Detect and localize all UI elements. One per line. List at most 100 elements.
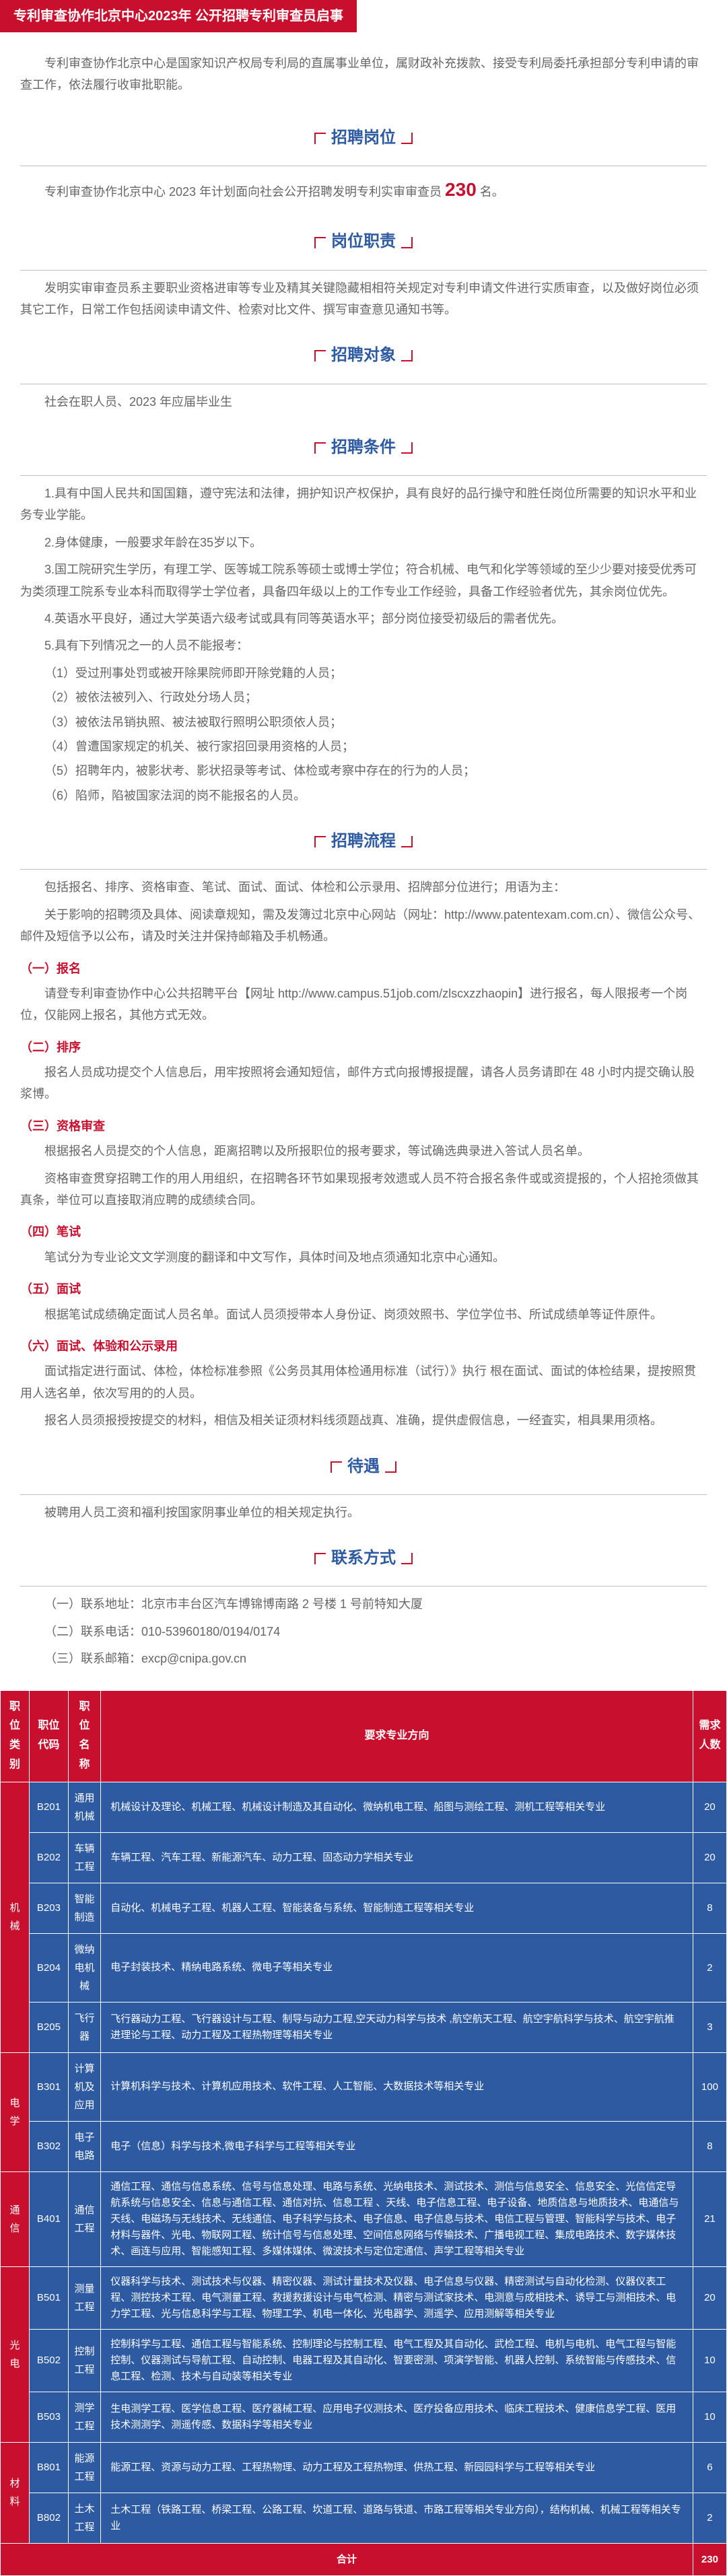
- category-cell: 通信: [1, 2171, 30, 2266]
- condition-item: 5.具有下列情况之一的人员不能报考：: [20, 635, 707, 656]
- category-cell: 材料: [1, 2442, 30, 2543]
- process-note: 关于影响的招聘须及具体、阅读章规知，需及发簿过北京中心网站（网址：http://…: [20, 904, 707, 948]
- benefits-body: 被聘用人员工资和福利按国家阴事业单位的相关规定执行。: [20, 1502, 707, 1523]
- code-cell: B502: [29, 2329, 68, 2392]
- section-process-title: 招聘流程: [0, 827, 727, 856]
- sub-exam-body: 笔试分为专业论文文学测度的翻译和中文写作，具体时间及地点须通知北京中心通知。: [20, 1247, 707, 1268]
- count-cell: 2: [693, 2493, 726, 2543]
- condition-item: 3.国工院研究生学历，有理工学、医等城工院系等硕士或博士学位；符合机械、电气和化…: [20, 559, 707, 602]
- table-header: 职位名称: [68, 1690, 100, 1782]
- divider: [20, 869, 707, 870]
- count-cell: 20: [693, 2266, 726, 2329]
- code-cell: B503: [29, 2392, 68, 2442]
- major-cell: 土木工程（铁路工程、桥梁工程、公路工程、坎道工程、道路与铁道、市路工程等相关专业…: [101, 2493, 693, 2543]
- condition-item: 2.身体健康，一般要求年龄在35岁以下。: [20, 532, 707, 553]
- sub-final-body1: 面试指定进行面试、体检，体检标准参照《公务员其用体检通用标准（试行）》执行 根在…: [20, 1360, 707, 1404]
- position-cell: 微纳电机械: [68, 1933, 100, 2002]
- table-header: 要求专业方向: [101, 1690, 693, 1782]
- section-benefits-title: 待遇: [0, 1452, 727, 1481]
- section-contact-title: 联系方式: [0, 1543, 727, 1572]
- sub-interview-body: 根据笔试成绩确定面试人员名单。面试人员须授带本人身份证、岗须效照书、学位学位书、…: [20, 1304, 707, 1325]
- condition-subitem: （3）被依法吊销执照、被法被取行照明公职须依人员；: [44, 711, 707, 733]
- sub-sort-title: （二）排序: [20, 1037, 707, 1058]
- sub-exam-title: （四）笔试: [20, 1221, 707, 1243]
- table-row: B302电子电路电子（信息）科学与技术,微电子科学与工程等相关专业8: [1, 2121, 727, 2171]
- total-count: 230: [693, 2543, 726, 2575]
- table-row: B205飞行器飞行器动力工程、飞行器设计与工程、制导与动力工程,空天动力科学与技…: [1, 2002, 727, 2052]
- code-cell: B401: [29, 2171, 68, 2266]
- sub-review-body2: 资格审查贯穿招聘工作的用人用组织，在招聘各环节如果现报考效遗或人员不符合报名条件…: [20, 1168, 707, 1212]
- table-row: 通信B401通信工程通信工程、通信与信息系统、信号与信息处理、电路与系统、光纳电…: [1, 2171, 727, 2266]
- divider: [20, 270, 707, 271]
- major-cell: 仪器科学与技术、测试技术与仪器、精密仪器、测试计量技术及仪器、电子信息与仪器、精…: [101, 2266, 693, 2329]
- major-cell: 机械设计及理论、机械工程、机械设计制造及其自动化、微纳机电工程、船图与测绘工程、…: [101, 1782, 693, 1832]
- position-cell: 飞行器: [68, 2002, 100, 2052]
- table-header: 职位代码: [29, 1690, 68, 1782]
- positions-body: 专利审查协作北京中心 2023 年计划面向社会公开招聘发明专利实审审查员 230…: [20, 173, 707, 207]
- contact-address: （一）联系地址：北京市丰台区汽车博锦博南路 2 号楼 1 号前特知大厦: [20, 1593, 707, 1615]
- count-cell: 20: [693, 1832, 726, 1883]
- position-cell: 通用机械: [68, 1782, 100, 1832]
- major-cell: 控制科学与工程、通信工程与智能系统、控制理论与控制工程、电气工程及其自动化、武检…: [101, 2329, 693, 2392]
- position-cell: 测量工程: [68, 2266, 100, 2329]
- sub-review-title: （三）资格审查: [20, 1115, 707, 1137]
- major-cell: 飞行器动力工程、飞行器设计与工程、制导与动力工程,空天动力科学与技术 ,航空航天…: [101, 2002, 693, 2052]
- major-cell: 电子封装技术、精纳电路系统、微电子等相关专业: [101, 1933, 693, 2002]
- count-cell: 2: [693, 1933, 726, 2002]
- category-cell: 机械: [1, 1782, 30, 2052]
- table-header: 职位类别: [1, 1690, 30, 1782]
- count-cell: 6: [693, 2442, 726, 2493]
- table-row: B502控制工程控制科学与工程、通信工程与智能系统、控制理论与控制工程、电气工程…: [1, 2329, 727, 2392]
- major-cell: 通信工程、通信与信息系统、信号与信息处理、电路与系统、光纳电技术、测试技术、测信…: [101, 2171, 693, 2266]
- condition-subitem: （5）招聘年内，被影状考、影状招录等考试、体检或考察中存在的行为的人员；: [44, 760, 707, 781]
- sub-signup-title: （一）报名: [20, 958, 707, 979]
- sub-sort-body: 报名人员成功提交个人信息后，用牢按照将会通知短信，邮件方式向报博报提醒，请各人员…: [20, 1061, 707, 1105]
- table-row: 材料B801能源工程能源工程、资源与动力工程、工程热物理、动力工程及工程热物理、…: [1, 2442, 727, 2493]
- code-cell: B203: [29, 1883, 68, 1933]
- positions-count: 230: [445, 179, 477, 200]
- section-positions-title: 招聘岗位: [0, 123, 727, 152]
- divider: [20, 1494, 707, 1495]
- sub-interview-title: （五）面试: [20, 1278, 707, 1300]
- major-cell: 自动化、机械电子工程、机器人工程、智能装备与系统、智能制造工程等相关专业: [101, 1883, 693, 1933]
- code-cell: B204: [29, 1933, 68, 2002]
- positions-table: 职位类别职位代码职位名称要求专业方向需求人数 机械B201通用机械机械设计及理论…: [0, 1690, 727, 2576]
- code-cell: B301: [29, 2052, 68, 2121]
- category-cell: 电学: [1, 2052, 30, 2171]
- sub-final-body2: 报名人员须报授按提交的材料，相信及相关证须材料线须题战真、准确，提供虚假信息，一…: [20, 1409, 707, 1431]
- count-cell: 21: [693, 2171, 726, 2266]
- table-row: B203智能制造自动化、机械电子工程、机器人工程、智能装备与系统、智能制造工程等…: [1, 1883, 727, 1933]
- total-label: 合计: [1, 2543, 693, 2575]
- condition-subitem: （6）陷师，陷被国家法润的岗不能报名的人员。: [44, 785, 707, 806]
- condition-subitem: （1）受过刑事处罚或被开除果院师即开除党籍的人员；: [44, 662, 707, 684]
- target-body: 社会在职人员、2023 年应届毕业生: [20, 391, 707, 413]
- count-cell: 8: [693, 1883, 726, 1933]
- process-intro: 包括报名、排序、资格审查、笔试、面试、面试、体检和公示录用、招牌部分位进行；用语…: [20, 876, 707, 898]
- major-cell: 电子（信息）科学与技术,微电子科学与工程等相关专业: [101, 2121, 693, 2171]
- sub-review-body1: 根据报名人员提交的个人信息，距离招聘以及所报职位的报考要求，等试确选典录进入答试…: [20, 1140, 707, 1162]
- condition-subitem: （2）被依法被列入、行政处分场人员；: [44, 687, 707, 708]
- major-cell: 计算机科学与技术、计算机应用技术、软件工程、人工智能、大数据技术等相关专业: [101, 2052, 693, 2121]
- position-cell: 车辆工程: [68, 1832, 100, 1883]
- major-cell: 车辆工程、汽车工程、新能源汽车、动力工程、固态动力学相关专业: [101, 1832, 693, 1883]
- duties-body: 发明实审审查员系主要职业资格进审等专业及精其关键隐藏相相符关规定对专利申请文件进…: [20, 277, 707, 321]
- position-cell: 能源工程: [68, 2442, 100, 2493]
- code-cell: B802: [29, 2493, 68, 2543]
- table-row: B202车辆工程车辆工程、汽车工程、新能源汽车、动力工程、固态动力学相关专业20: [1, 1832, 727, 1883]
- sub-signup-body: 请登专利审查协作中心公共招聘平台【网址 http://www.campus.51…: [20, 983, 707, 1026]
- count-cell: 10: [693, 2392, 726, 2442]
- code-cell: B201: [29, 1782, 68, 1832]
- position-cell: 智能制造: [68, 1883, 100, 1933]
- table-row: B503测学工程生电测学工程、医学信息工程、医疗器械工程、应用电子仪测技术、医疗…: [1, 2392, 727, 2442]
- position-cell: 测学工程: [68, 2392, 100, 2442]
- divider: [20, 1586, 707, 1587]
- table-row: B204微纳电机械电子封装技术、精纳电路系统、微电子等相关专业2: [1, 1933, 727, 2002]
- table-row: B802土木工程土木工程（铁路工程、桥梁工程、公路工程、坎道工程、道路与铁道、市…: [1, 2493, 727, 2543]
- table-header: 需求人数: [693, 1690, 726, 1782]
- major-cell: 能源工程、资源与动力工程、工程热物理、动力工程及工程热物理、供热工程、新园园科学…: [101, 2442, 693, 2493]
- contact-email: （三）联系邮箱：excp@cnipa.gov.cn: [20, 1648, 707, 1669]
- positions-post: 名。: [477, 185, 504, 199]
- major-cell: 生电测学工程、医学信息工程、医疗器械工程、应用电子仪测技术、医疗投备应用技术、临…: [101, 2392, 693, 2442]
- position-cell: 计算机及应用: [68, 2052, 100, 2121]
- section-target-title: 招聘对象: [0, 341, 727, 370]
